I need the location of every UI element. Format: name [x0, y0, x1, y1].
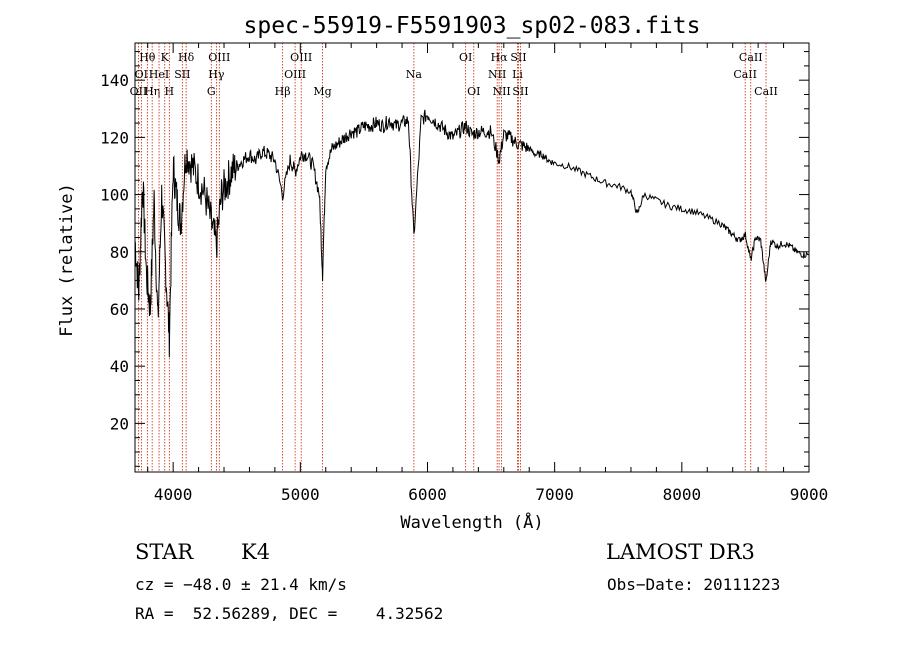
spectrum-series-line	[134, 109, 810, 358]
marker-label-17: OI	[459, 51, 472, 64]
marker-label-23: SII	[510, 51, 526, 64]
y-tick-label-140: 140	[100, 71, 129, 90]
x-tick-label-5000: 5000	[281, 485, 320, 504]
marker-label-12: Hβ	[275, 85, 291, 98]
y-tick-label-60: 60	[110, 300, 129, 319]
marker-label-27: CaII	[754, 85, 778, 98]
line-markers: OII OI Hθ Hη HeI K H SII Hδ G Hγ OIII Hβ OIII OIII Mg Na…	[130, 43, 778, 472]
coordinates: RA = 52.56289, DEC = 4.32562	[135, 604, 444, 623]
marker-label-6: H	[165, 85, 175, 98]
marker-label-7: SII	[174, 68, 190, 81]
axis-ticks: 4000 5000 6000 7000 8000 9000 20 40 60 80 100 120 14…	[100, 43, 828, 504]
y-tick-label-20: 20	[110, 414, 129, 433]
survey-name: LAMOST DR3	[606, 540, 755, 564]
object-subclass: K4	[241, 540, 271, 564]
obs-date: Obs−Date: 20111223	[607, 575, 781, 594]
marker-label-20: Hα	[491, 51, 509, 64]
marker-label-25: CaII	[733, 68, 757, 81]
marker-label-5: K	[161, 51, 170, 64]
x-tick-label-8000: 8000	[663, 485, 702, 504]
marker-label-8: Hδ	[178, 51, 195, 64]
marker-label-10: Hγ	[208, 68, 225, 81]
y-tick-label-40: 40	[110, 357, 129, 376]
marker-label-21: NII	[492, 85, 510, 98]
x-tick-label-7000: 7000	[535, 485, 574, 504]
y-tick-label-80: 80	[110, 243, 129, 262]
y-tick-label-120: 120	[100, 128, 129, 147]
marker-label-3: Hη	[144, 85, 160, 98]
plot-frame	[134, 42, 810, 473]
x-axis-title: Wavelength (Å)	[400, 511, 543, 533]
marker-label-18: OI	[467, 85, 480, 98]
y-tick-label-100: 100	[100, 186, 129, 205]
redshift-text: cz = −48.0 ± 21.4 km/s	[135, 575, 347, 594]
marker-label-11: OIII	[208, 51, 230, 64]
marker-label-24: SII	[512, 85, 528, 98]
marker-label-26: CaII	[739, 51, 763, 64]
marker-label-4: HeI	[149, 68, 169, 81]
marker-label-15: Mg	[313, 85, 331, 98]
x-tick-label-9000: 9000	[790, 485, 829, 504]
marker-label-2: Hθ	[139, 51, 156, 64]
x-tick-label-6000: 6000	[408, 485, 447, 504]
marker-label-0: OII	[130, 85, 148, 98]
marker-label-19: NII	[488, 68, 506, 81]
marker-label-1: OI	[135, 68, 148, 81]
marker-label-16: Na	[406, 68, 423, 81]
x-tick-label-4000: 4000	[154, 485, 193, 504]
marker-label-22: Li	[512, 68, 523, 81]
y-axis-title: Flux (relative)	[57, 183, 77, 337]
object-class: STAR	[135, 540, 194, 564]
marker-label-13: OIII	[284, 68, 306, 81]
marker-label-9: G	[207, 85, 216, 98]
chart-title: spec-55919-F5591903_sp02-083.fits	[244, 13, 701, 39]
marker-label-14: OIII	[290, 51, 312, 64]
